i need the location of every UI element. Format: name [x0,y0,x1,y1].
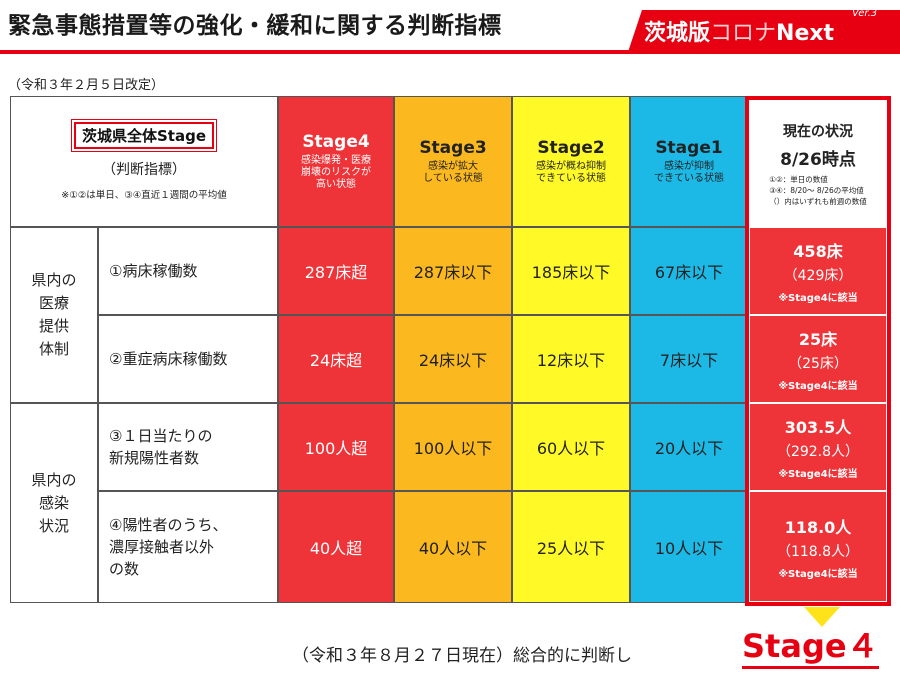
table-cell: 12床以下 [512,315,630,403]
stage-flag: ※Stage4に該当 [778,568,858,580]
current-status-frame [745,96,891,606]
current-value-cell: 458床 （429床） ※Stage4に該当 [749,227,887,315]
table-cell: 185床以下 [512,227,630,315]
table-cell: 60人以下 [512,403,630,491]
conclusion-stage: Stage４ [742,626,879,669]
stage3-header: Stage3 感染が拡大 している状態 [394,96,512,227]
stage-scope-label: 茨城県全体Stage [70,119,218,152]
table-cell: 100人超 [278,403,394,491]
revision-note: （令和３年２月５日改定） [8,78,165,93]
previous-value: （25床） [788,356,848,372]
table-cell: 40人超 [278,491,394,603]
average-note: ※①②は単日、③④直近１週間の平均値 [61,190,227,201]
version-label: Ver.3 [852,8,878,19]
current-status-date: 8/26時点 [780,149,856,170]
current-status-title: 現在の状況 [783,123,853,140]
judgment-text: （令和３年８月２７日現在）総合的に判断し [292,646,632,666]
indicator-non-contact-positives: ④陽性者のうち、 濃厚接触者以外 の数 [98,491,278,603]
table-cell: 100人以下 [394,403,512,491]
current-status-header: 現在の状況 8/26時点 ①②：単日の数値 ③④：8/20～ 8/26の平均値 … [749,100,887,227]
stage-name: Stage3 [419,138,487,158]
logo-main: 茨城版 [644,21,711,46]
table-cell: 40人以下 [394,491,512,603]
table-cell: 67床以下 [630,227,748,315]
logo-banner [628,10,900,52]
stage1-header: Stage1 感染が抑制 できている状態 [630,96,748,227]
current-value: 25床 [798,330,838,349]
indicator-subheading: （判断指標） [102,162,186,178]
stage-description: 感染が拡大 している状態 [423,161,483,184]
header-divider [0,50,900,54]
table-cell: 24床超 [278,315,394,403]
indicator-severe-bed-occupancy: ②重症病床稼働数 [98,315,278,403]
stage-flag: ※Stage4に該当 [778,469,858,480]
stage2-header: Stage2 感染が概ね抑制 できている状態 [512,96,630,227]
table-cell: 287床超 [278,227,394,315]
current-value: 118.0人 [784,517,852,537]
table-cell: 287床以下 [394,227,512,315]
table-cell: 24床以下 [394,315,512,403]
stage-flag: ※Stage4に該当 [778,293,858,304]
table-cell: 10人以下 [630,491,748,603]
page-title: 緊急事態措置等の強化・緩和に関する判断指標 [8,13,502,39]
logo: 茨城版コロナNext [644,15,834,47]
stage4-header: Stage4 感染爆発・医療 崩壊のリスクが 高い状態 [278,96,394,227]
indicator-bed-occupancy: ①病床稼働数 [98,227,278,315]
stage-description: 感染が抑制 できている状態 [654,161,724,184]
group-infection-status: 県内の 感染 状況 [10,403,98,603]
current-status-note: ①②：単日の数値 ③④：8/20～ 8/26の平均値 （）内はいずれも前週の数値 [769,174,867,206]
stage-name: Stage4 [302,132,370,152]
indicator-new-positives: ③１日当たりの 新規陽性者数 [98,403,278,491]
previous-value: （118.8人） [776,543,860,560]
stage-name: Stage1 [655,138,723,158]
current-value-cell: 118.0人 （118.8人） ※Stage4に該当 [749,491,887,602]
current-value: 458床 [793,242,843,261]
logo-suffix: Next [776,21,835,46]
stage-flag: ※Stage4に該当 [778,381,858,392]
stage-description: 感染爆発・医療 崩壊のリスクが 高い状態 [301,155,371,190]
current-value-cell: 25床 （25床） ※Stage4に該当 [749,315,887,403]
down-arrow-icon [804,607,840,627]
table-cell: 7床以下 [630,315,748,403]
table-cell: 20人以下 [630,403,748,491]
group-medical-system: 県内の 医療 提供 体制 [10,227,98,403]
stage-name: Stage2 [537,138,605,158]
previous-value: （429床） [783,268,853,284]
current-value-cell: 303.5人 （292.8人） ※Stage4に該当 [749,403,887,491]
current-value: 303.5人 [784,418,852,437]
stage-description: 感染が概ね抑制 できている状態 [536,161,606,184]
table-cell: 25人以下 [512,491,630,603]
corner-header: 茨城県全体Stage （判断指標） ※①②は単日、③④直近１週間の平均値 [10,96,278,227]
previous-value: （292.8人） [776,444,860,460]
logo-highlight: コロナ [710,21,777,46]
